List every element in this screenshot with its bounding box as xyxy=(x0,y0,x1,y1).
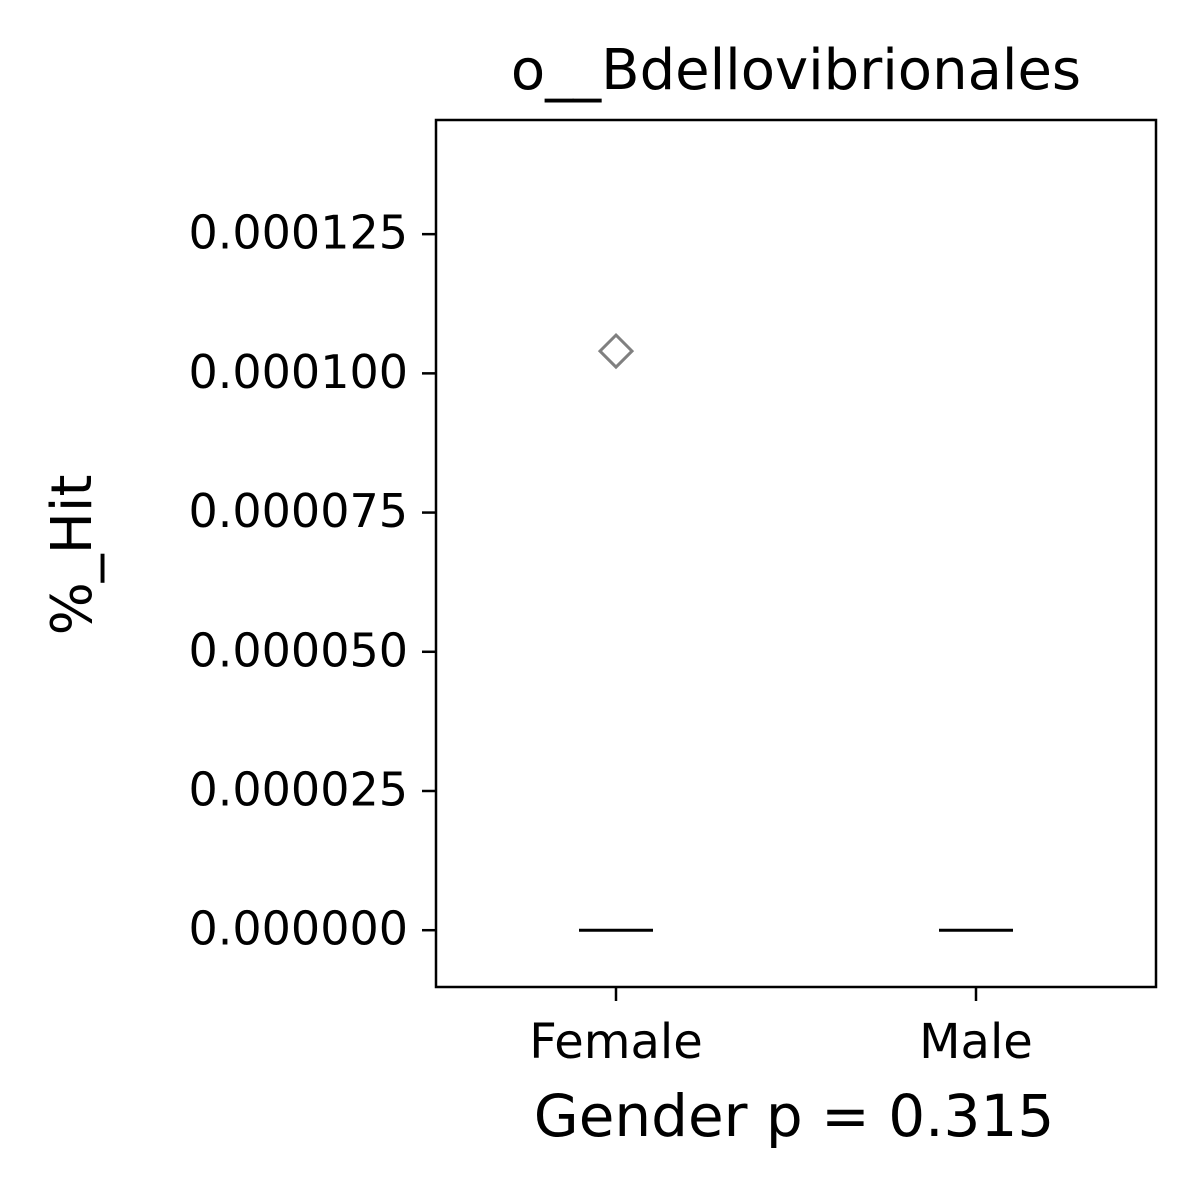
x-tick-label: Male xyxy=(919,1014,1033,1070)
y-tick-label: 0.000125 xyxy=(189,206,409,260)
plot-frame xyxy=(434,118,1158,989)
flier xyxy=(597,332,635,370)
y-tick-label: 0.000050 xyxy=(189,623,409,677)
y-axis-label: %_Hit xyxy=(40,475,105,636)
y-tick-label: 0.000000 xyxy=(189,902,409,956)
chart-title: o__Bdellovibrionales xyxy=(511,38,1081,103)
y-tick-label: 0.000100 xyxy=(189,345,409,399)
y-tick-label: 0.000025 xyxy=(189,762,409,816)
x-axis-label: Gender p = 0.315 xyxy=(534,1082,1055,1150)
x-tick-label: Female xyxy=(529,1014,703,1070)
y-tick-label: 0.000075 xyxy=(189,484,409,538)
